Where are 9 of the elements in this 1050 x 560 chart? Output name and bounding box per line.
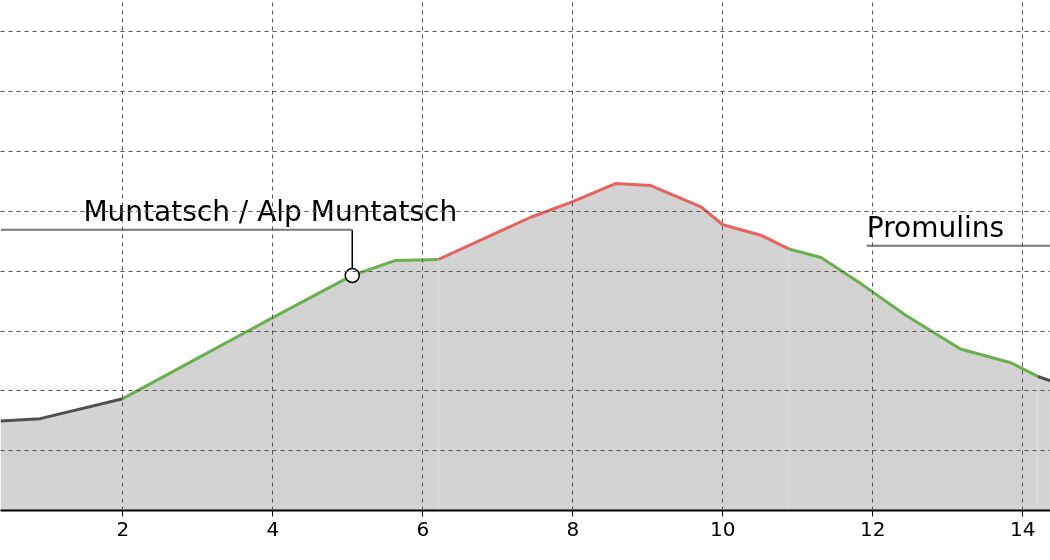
x-tick-label: 4	[266, 516, 280, 541]
x-tick-label: 2	[116, 516, 130, 541]
annotation: Promulins	[866, 210, 1005, 244]
x-tick-label: 12	[860, 516, 886, 541]
annotation: Muntatsch / Alp Muntatsch	[83, 194, 458, 228]
x-tick-label: 6	[416, 516, 430, 541]
x-tick-label: 8	[566, 516, 580, 541]
x-tick-label: 10	[710, 516, 736, 541]
x-tick-label: 14	[1010, 516, 1036, 541]
